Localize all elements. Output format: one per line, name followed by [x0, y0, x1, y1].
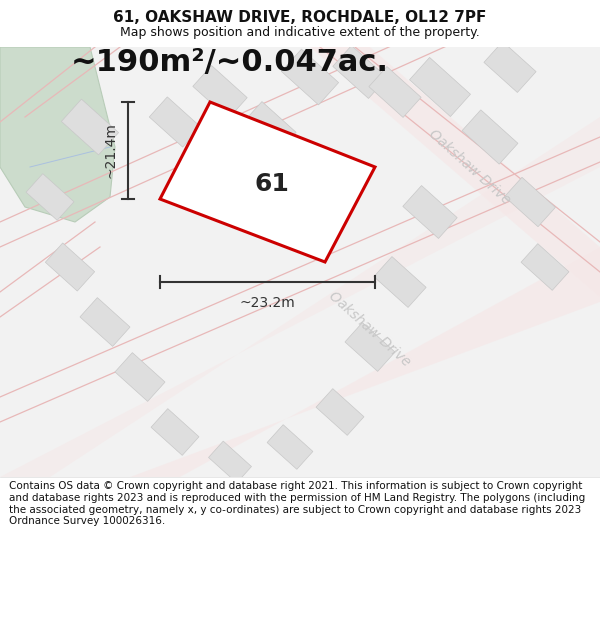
Polygon shape: [209, 441, 251, 483]
Polygon shape: [61, 99, 119, 155]
Polygon shape: [0, 247, 600, 477]
Polygon shape: [310, 47, 600, 297]
Polygon shape: [521, 244, 569, 291]
Text: ~21.4m: ~21.4m: [104, 122, 118, 179]
Polygon shape: [149, 97, 201, 147]
Polygon shape: [0, 47, 115, 222]
Polygon shape: [345, 322, 395, 371]
Text: Map shows position and indicative extent of the property.: Map shows position and indicative extent…: [120, 26, 480, 39]
Polygon shape: [193, 66, 247, 119]
Polygon shape: [244, 102, 296, 152]
Polygon shape: [403, 186, 457, 239]
Polygon shape: [46, 243, 95, 291]
Text: Contains OS data © Crown copyright and database right 2021. This information is : Contains OS data © Crown copyright and d…: [9, 481, 585, 526]
Text: Oakshaw Drive: Oakshaw Drive: [427, 127, 514, 208]
Text: ~190m²/~0.047ac.: ~190m²/~0.047ac.: [71, 48, 389, 76]
Text: 61, OAKSHAW DRIVE, ROCHDALE, OL12 7PF: 61, OAKSHAW DRIVE, ROCHDALE, OL12 7PF: [113, 11, 487, 26]
Text: 61: 61: [254, 172, 289, 196]
Polygon shape: [316, 389, 364, 436]
Polygon shape: [333, 46, 387, 99]
Polygon shape: [484, 41, 536, 92]
Polygon shape: [462, 110, 518, 164]
Polygon shape: [505, 177, 556, 227]
Polygon shape: [115, 352, 165, 401]
Polygon shape: [374, 257, 426, 308]
Polygon shape: [160, 102, 375, 262]
Polygon shape: [80, 298, 130, 346]
Text: Oakshaw Drive: Oakshaw Drive: [326, 289, 413, 369]
Polygon shape: [151, 409, 199, 456]
Polygon shape: [410, 58, 470, 116]
Polygon shape: [267, 425, 313, 469]
Polygon shape: [281, 49, 338, 105]
Polygon shape: [369, 67, 421, 118]
Polygon shape: [26, 174, 74, 221]
Polygon shape: [0, 117, 600, 477]
Text: ~23.2m: ~23.2m: [239, 296, 295, 310]
